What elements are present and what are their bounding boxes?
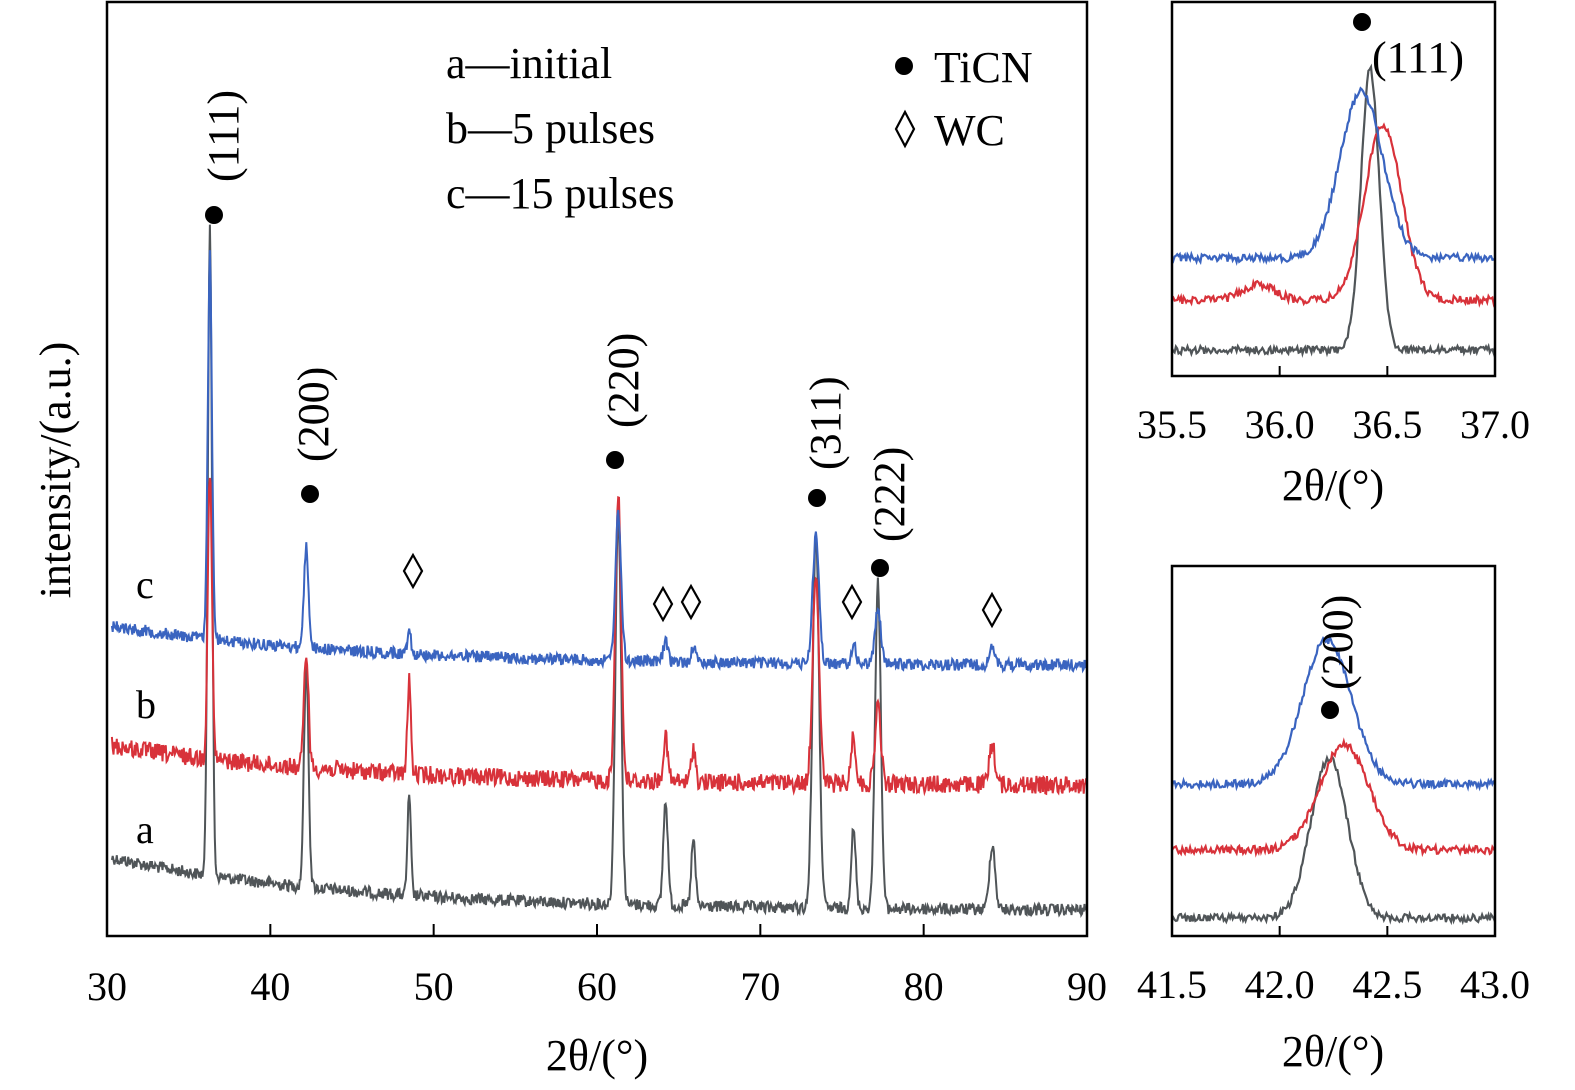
series-legend-text: a—initial b—5 pulses c—15 pulses	[446, 39, 675, 218]
inset-series-a-line	[1171, 754, 1497, 926]
wc-peak-marker-icon	[402, 552, 424, 590]
inset-111-x-ticks: 35.5 36.0 36.5 37.0	[1137, 366, 1530, 447]
inset-series-a-line	[1171, 63, 1497, 358]
inset-200-ticn-marker-icon	[1321, 701, 1339, 719]
main-x-ticks: 30 40 50 60 70 80 90	[87, 924, 1107, 1009]
inset-series-b-line	[1171, 737, 1496, 858]
wc-legend-label: WC	[934, 106, 1005, 155]
trace-label-a: a	[136, 807, 154, 852]
peak-label: (220)	[599, 333, 648, 428]
wc-peak-marker-icon	[680, 583, 702, 621]
legend-text-b: b—5 pulses	[446, 104, 655, 153]
inset-x-tick-label: 35.5	[1137, 402, 1207, 447]
x-tick-label: 40	[250, 964, 290, 1009]
trace-labels: c b a	[136, 562, 156, 852]
inset-200-frame	[1170, 564, 1497, 938]
wc-peak-marker-icon	[652, 585, 674, 623]
wc-peak-marker-icon	[981, 591, 1003, 629]
trace-label-b: b	[136, 682, 156, 727]
inset-111-traces	[1171, 63, 1497, 358]
main-traces	[110, 224, 1088, 919]
ticn-peak-marker-icon	[606, 451, 624, 469]
phase-legend: TiCN WC	[894, 43, 1033, 155]
inset-series-c-line	[1170, 633, 1496, 792]
inset-x-tick-label: 42.5	[1352, 962, 1422, 1007]
series-b-line	[110, 477, 1088, 797]
peak-label: (111)	[199, 90, 248, 182]
main-xrd-panel: 30 40 50 60 70 80 90 (111) (200) (220) (311) (222)…	[31, 0, 1107, 1080]
inset-x-tick-label: 42.0	[1245, 962, 1315, 1007]
inset-200-peak-label: (200)	[1313, 595, 1362, 690]
x-tick-label: 90	[1067, 964, 1107, 1009]
series-a-line	[110, 224, 1088, 919]
inset-series-c-line	[1171, 86, 1496, 266]
inset-200-x-ticks: 41.5 42.0 42.5 43.0	[1137, 926, 1530, 1007]
peak-label: (311)	[801, 376, 850, 470]
ticn-legend-label: TiCN	[934, 43, 1033, 92]
legend-text-a: a—initial	[446, 39, 612, 88]
ticn-legend-marker-icon	[895, 57, 913, 75]
inset-x-tick-label: 43.0	[1460, 962, 1530, 1007]
ticn-peak-marker-icon	[808, 489, 826, 507]
inset-series-b-line	[1171, 122, 1497, 308]
inset-x-tick-label: 36.0	[1245, 402, 1315, 447]
peak-label: (200)	[289, 367, 338, 462]
inset-111-panel: 35.5 36.0 36.5 37.0 (111) 2θ/(°)	[1137, 0, 1530, 510]
main-y-axis-title: intensity/(a.u.)	[31, 342, 80, 599]
x-tick-label: 70	[740, 964, 780, 1009]
x-tick-label: 50	[414, 964, 454, 1009]
trace-label-c: c	[136, 562, 154, 607]
ticn-peak-marker-icon	[871, 559, 889, 577]
inset-111-ticn-marker-icon	[1353, 13, 1371, 31]
inset-x-tick-label: 37.0	[1460, 402, 1530, 447]
inset-111-frame	[1170, 0, 1497, 378]
main-peak-annotations: (111) (200) (220) (311) (222)	[199, 90, 1003, 629]
wc-peak-marker-icon	[841, 583, 863, 621]
ticn-peak-marker-icon	[205, 206, 223, 224]
x-tick-label: 60	[577, 964, 617, 1009]
wc-legend-marker-icon	[894, 109, 916, 149]
inset-x-tick-label: 41.5	[1137, 962, 1207, 1007]
ticn-peak-marker-icon	[301, 485, 319, 503]
inset-200-panel: 41.5 42.0 42.5 43.0 (200) 2θ/(°)	[1137, 564, 1530, 1076]
main-x-axis-title: 2θ/(°)	[546, 1031, 648, 1080]
x-tick-label: 80	[904, 964, 944, 1009]
legend-text-c: c—15 pulses	[446, 169, 675, 218]
peak-label: (222)	[865, 447, 914, 542]
inset-200-traces	[1170, 633, 1497, 926]
inset-111-peak-label: (111)	[1372, 33, 1464, 82]
series-c-line	[110, 250, 1088, 674]
x-tick-label: 30	[87, 964, 127, 1009]
inset-200-x-axis-title: 2θ/(°)	[1282, 1027, 1384, 1076]
inset-x-tick-label: 36.5	[1352, 402, 1422, 447]
inset-111-x-axis-title: 2θ/(°)	[1282, 461, 1384, 510]
